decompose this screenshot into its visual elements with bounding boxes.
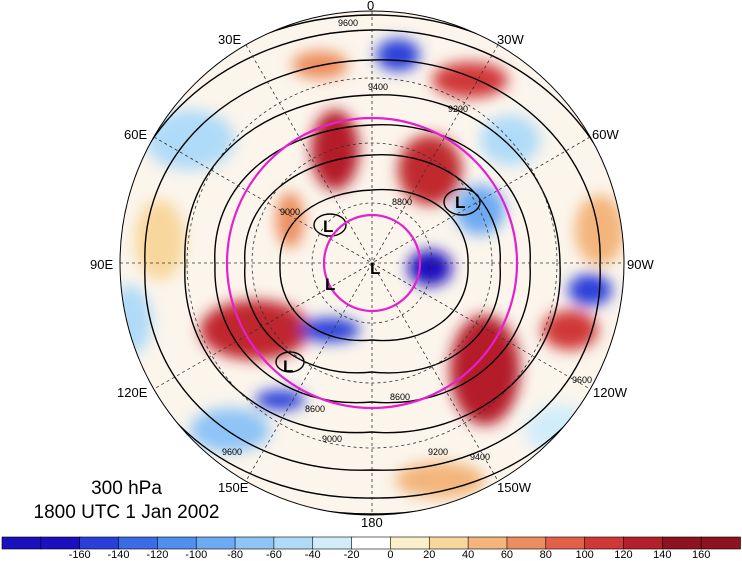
colorbar-swatch	[79, 536, 120, 550]
colorbar-tick-label: -60	[265, 549, 282, 561]
lon-label-120e: 120E	[117, 385, 148, 400]
colorbar-tick-label: -20	[343, 549, 360, 561]
colorbar-swatch	[195, 536, 236, 550]
colorbar-swatch	[467, 536, 508, 550]
contour-label: 9600	[572, 375, 592, 385]
colorbar-swatch	[1, 536, 42, 550]
lon-label-90e: 90E	[90, 257, 114, 272]
map-border	[119, 10, 625, 516]
colorbar-swatch	[351, 536, 392, 550]
colorbar-swatch	[157, 536, 198, 550]
title-block: 300 hPa 1800 UTC 1 Jan 2002	[14, 477, 239, 525]
colorbar-swatch	[506, 536, 547, 550]
contour-labels: 9600 9400 9200 9000 8800 8600 9600 9400 …	[222, 18, 592, 462]
colorbar-swatch	[623, 536, 664, 550]
low-marker: L	[455, 193, 465, 212]
colorbar-tick-label: -160	[68, 549, 91, 561]
lon-label-60e: 60E	[124, 127, 148, 142]
contour-label: 8800	[392, 197, 412, 207]
level-label: 300 hPa	[91, 478, 162, 499]
colorbar	[1, 536, 741, 550]
colorbar-swatch	[118, 536, 159, 550]
colorbar-swatch	[390, 536, 431, 550]
contour-label: 9600	[338, 18, 358, 28]
colorbar-tick-label: 40	[461, 549, 475, 561]
low-marker: L	[325, 275, 335, 294]
outer-magenta-ring	[225, 116, 519, 410]
contour-label: 9400	[470, 452, 490, 462]
contour-label: 8600	[305, 404, 325, 414]
lon-label-180: 180	[361, 515, 383, 530]
lon-label-30w: 30W	[497, 32, 524, 47]
colorbar-tick-label: 20	[423, 549, 436, 561]
contour-label: 9400	[368, 82, 388, 92]
colorbar-swatch	[273, 536, 314, 550]
colorbar-swatch	[234, 536, 275, 550]
contour-label: 9200	[428, 447, 448, 457]
contour-label: 9600	[222, 447, 242, 457]
lon-label-60w: 60W	[592, 127, 619, 142]
colorbar-swatch	[545, 536, 586, 550]
colorbar-tick-label: 160	[691, 549, 711, 561]
contour-label: 9000	[322, 434, 342, 444]
colorbar-tick-label: -120	[146, 549, 169, 561]
lon-label-30e: 30E	[218, 32, 242, 47]
colorbar-swatch	[662, 536, 702, 550]
colorbar-tick-label: -40	[304, 549, 321, 561]
colorbar-tick-label: -80	[227, 549, 243, 561]
lon-label-120w: 120W	[593, 385, 627, 400]
contour-label: 9000	[280, 207, 300, 217]
colorbar-swatch	[40, 536, 81, 550]
lon-label-150w: 150W	[497, 480, 531, 495]
low-marker: L	[323, 217, 333, 236]
low-markers: L L L L L	[283, 193, 465, 376]
colorbar-tick-label: 100	[575, 549, 594, 561]
colorbar-tick-label: 80	[539, 549, 552, 561]
colorbar-swatch	[700, 536, 741, 550]
time-label: 1800 UTC 1 Jan 2002	[33, 502, 220, 523]
graticule	[120, 11, 624, 515]
low-marker: L	[370, 259, 380, 278]
colorbar-swatch	[312, 536, 353, 550]
contour-label: 9200	[448, 104, 468, 114]
colorbar-swatch	[584, 536, 625, 550]
colorbar-tick-label: 60	[500, 549, 514, 561]
lon-label-0: 0	[367, 0, 375, 13]
colorbar-tick-label: -140	[107, 549, 130, 561]
colorbar-tick-label: 0	[387, 549, 394, 561]
colorbar-swatch	[428, 536, 469, 550]
inner-magenta-ring	[322, 213, 422, 313]
colorbar-tick-label: -100	[185, 549, 208, 561]
lon-label-150e: 150E	[218, 480, 249, 495]
colorbar-tick-label: 120	[614, 549, 633, 561]
colorbar-tick-label: 140	[653, 549, 672, 561]
low-marker: L	[283, 357, 293, 376]
contour-label: 8600	[390, 392, 410, 402]
lon-label-90w: 90W	[627, 257, 654, 272]
